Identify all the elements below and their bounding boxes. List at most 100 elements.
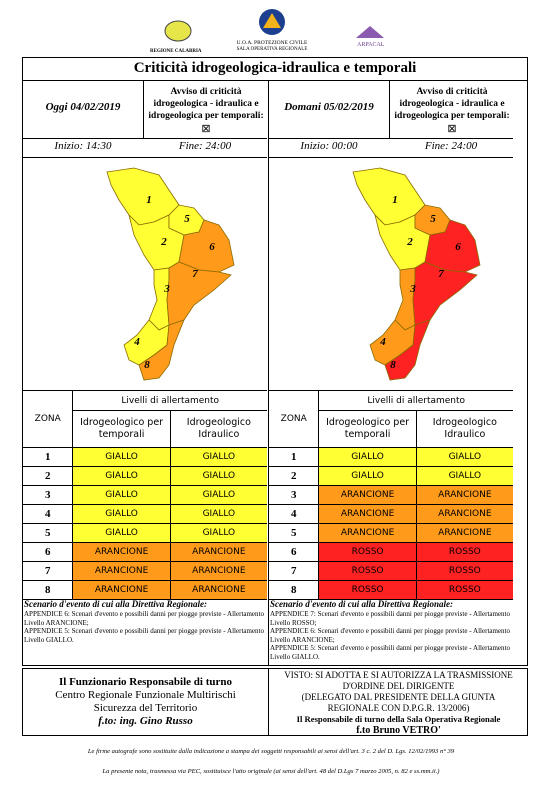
table-row: 3 ARANCIONE ARANCIONE — [269, 485, 513, 505]
level: GIALLO — [72, 466, 171, 486]
zone-label: 4 — [379, 336, 386, 348]
level: ARANCIONE — [72, 561, 171, 581]
map-group: 1 2 3 4 5 6 7 8 — [352, 167, 481, 381]
zone: 8 — [269, 580, 320, 600]
scenario-line: APPENDICE 5: Scenari d'evento e possibil… — [270, 644, 510, 661]
table-row: 5 ARANCIONE ARANCIONE — [269, 523, 513, 543]
zone: 5 — [23, 523, 74, 543]
zone-label: 3 — [163, 283, 170, 295]
level: ROSSO — [318, 580, 417, 600]
zone: 4 — [269, 504, 320, 524]
end: Fine: 24:00 — [424, 140, 478, 152]
scenario-line: APPENDICE 7: Scenari d'evento e possibil… — [270, 610, 510, 627]
zone-label: 7 — [438, 268, 444, 280]
table-row: 4 GIALLO GIALLO — [23, 504, 267, 524]
signature-line: f.to: ing. Gino Russo — [98, 715, 193, 727]
zone-area — [166, 261, 232, 326]
note: Le firme autografe sono sostituite dalla… — [87, 748, 455, 755]
alert-table: ZONA Livelli di allertamento Idrogeologico… — [23, 390, 267, 600]
header-row: ZONA Livelli di allertamento — [23, 390, 267, 448]
zone: 6 — [23, 542, 74, 562]
panel: Domani 05/02/2019 Avviso di criticità idr… — [269, 81, 513, 666]
start: Inizio: 00:00 — [300, 140, 358, 152]
table-row: 5 GIALLO GIALLO — [23, 523, 267, 543]
level: GIALLO — [72, 447, 171, 467]
table-row: 6 ROSSO ROSSO — [269, 542, 513, 562]
zone: 4 — [23, 504, 74, 524]
level: GIALLO — [169, 485, 267, 505]
zone-label: 7 — [192, 268, 198, 280]
cell-border — [143, 81, 144, 138]
signature-line: (DELEGATO DAL PRESIDENTE DELLA GIUNTA — [301, 692, 496, 702]
header-row: Idrogeologico per temporali Idrogeologico… — [23, 410, 267, 448]
zone: 7 — [269, 561, 320, 581]
checkbox: ⊠ — [447, 123, 457, 135]
footer-box — [22, 668, 528, 736]
zone-label: 1 — [392, 194, 398, 206]
level: GIALLO — [169, 447, 267, 467]
table-row: 7 ROSSO ROSSO — [269, 561, 513, 581]
level: ARANCIONE — [169, 561, 267, 581]
table-row: 4 ARANCIONE ARANCIONE — [269, 504, 513, 524]
logo-caption: ARPACAL — [357, 42, 385, 48]
zone: 6 — [269, 542, 320, 562]
table-row: 2 GIALLO GIALLO — [23, 466, 267, 486]
level: ARANCIONE — [415, 504, 513, 524]
level: GIALLO — [72, 504, 171, 524]
logo-triangle — [263, 13, 281, 28]
level: GIALLO — [415, 447, 513, 467]
scenario-line: APPENDICE 6: Scenari d'evento e possibil… — [270, 627, 510, 644]
signature-line: VISTO: SI ADOTTA E SI AUTORIZZA LA TRASM… — [284, 670, 513, 680]
checkbox: ⊠ — [201, 123, 211, 135]
logo-caption: U.O.A. PROTEZIONE CIVILE — [236, 40, 308, 46]
scenario-title: Scenario d'evento di cui alla Direttiva … — [270, 599, 453, 609]
zone: 2 — [269, 466, 320, 486]
date: Domani 05/02/2019 — [284, 101, 374, 113]
zone: 1 — [23, 447, 74, 467]
header-row: ZONA Livelli di allertamento — [269, 390, 513, 448]
level: GIALLO — [169, 466, 267, 486]
zone-label: 2 — [406, 236, 413, 248]
level: ARANCIONE — [415, 523, 513, 543]
rule — [22, 80, 528, 81]
logo-caption: REGIONE CALABRIA — [150, 49, 202, 54]
scenario-line: APPENDICE 5: Scenari d'evento e possibil… — [24, 627, 264, 644]
table-row: 6 ARANCIONE ARANCIONE — [23, 542, 267, 562]
column-header: Idrogeologico Idraulico — [415, 410, 513, 448]
alert-table-wrap: ZONA Livelli di allertamento Idrogeologico… — [23, 390, 267, 600]
zone-label: 3 — [409, 283, 416, 295]
map-group: 1 2 3 4 5 6 7 8 — [106, 167, 235, 381]
zone: 3 — [23, 485, 74, 505]
level: GIALLO — [318, 466, 417, 486]
signature-line: f.to Bruno VETRO' — [356, 725, 441, 736]
logo-caption: SALA OPERATIVA REGIONALE — [236, 47, 308, 52]
date: Oggi 04/02/2019 — [45, 101, 121, 113]
level: ARANCIONE — [318, 504, 417, 524]
level: GIALLO — [318, 447, 417, 467]
table-row: 1 GIALLO GIALLO — [269, 447, 513, 467]
level: ROSSO — [318, 561, 417, 581]
zone-label: 5 — [184, 213, 190, 225]
level: ARANCIONE — [415, 485, 513, 505]
end: Fine: 24:00 — [178, 140, 232, 152]
level: ARANCIONE — [72, 542, 171, 562]
group-header: Livelli di allertamento — [72, 390, 267, 411]
note: La presente nota, trasmessa via PEC, sos… — [102, 768, 440, 775]
zone-label: 4 — [133, 336, 140, 348]
divider — [268, 80, 269, 666]
table-row: 2 GIALLO GIALLO — [269, 466, 513, 486]
table-row: 8 ARANCIONE ARANCIONE — [23, 580, 267, 600]
level: GIALLO — [72, 523, 171, 543]
notice: Avviso di criticità idrogeologica - idra… — [394, 87, 510, 121]
table-row: 1 GIALLO GIALLO — [23, 447, 267, 467]
signature-line: REGIONALE CON D.P.G.R. 13/2006) — [327, 703, 470, 713]
level: ROSSO — [318, 542, 417, 562]
title: Criticità idrogeologica-idraulica e temp… — [133, 60, 417, 76]
level: ROSSO — [415, 542, 513, 562]
zone-header: ZONA — [23, 390, 74, 448]
footer-right: VISTO: SI ADOTTA E SI AUTORIZZA LA TRASM… — [270, 670, 527, 736]
level: ARANCIONE — [318, 523, 417, 543]
column-header: Idrogeologico per temporali — [72, 410, 171, 448]
